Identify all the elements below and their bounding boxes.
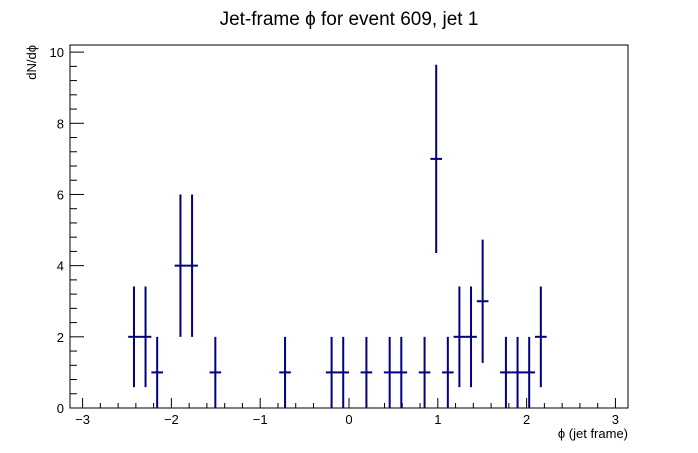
data-point: [523, 336, 536, 408]
data-point: [500, 336, 512, 408]
data-point: [511, 336, 524, 408]
x-tick-label: −3: [75, 412, 90, 427]
data-point: [476, 239, 489, 363]
data-point: [442, 336, 454, 408]
data-point: [418, 336, 431, 408]
x-tick-label: −2: [164, 412, 179, 427]
data-point: [430, 64, 443, 254]
y-tick-label: 4: [57, 259, 64, 274]
data-point: [209, 336, 222, 408]
y-tick-label: 0: [57, 401, 64, 416]
data-point: [465, 286, 477, 388]
x-tick-label: −1: [253, 412, 268, 427]
data-point: [453, 286, 466, 388]
data-point: [535, 286, 547, 388]
x-tick-label: 1: [434, 412, 441, 427]
data-point: [395, 336, 408, 408]
y-tick-label: 6: [57, 187, 64, 202]
data-point: [325, 336, 338, 408]
x-axis-label: ϕ (jet frame): [558, 426, 628, 441]
x-tick-label: 0: [345, 412, 352, 427]
data-points: [128, 64, 547, 408]
data-point: [174, 194, 187, 337]
data-point: [139, 286, 152, 388]
plot-frame: [69, 44, 629, 409]
data-point: [279, 336, 291, 408]
data-point: [186, 194, 198, 337]
data-point: [360, 336, 373, 408]
y-tick-label: 2: [57, 330, 64, 345]
y-tick-label: 10: [50, 45, 64, 60]
x-tick-label: 3: [612, 412, 619, 427]
y-tick-label: 8: [57, 116, 64, 131]
y-axis-label: dN/dϕ: [24, 45, 39, 80]
x-tick-label: 2: [523, 412, 530, 427]
data-point: [128, 286, 140, 388]
axes: −3 −2 −1 0 1 2 3 0 2 4 6 8 10: [50, 45, 620, 427]
data-point: [151, 336, 163, 408]
data-point: [383, 336, 396, 408]
data-point: [337, 336, 350, 408]
chart-title: Jet-frame ϕ for event 609, jet 1: [220, 9, 479, 30]
